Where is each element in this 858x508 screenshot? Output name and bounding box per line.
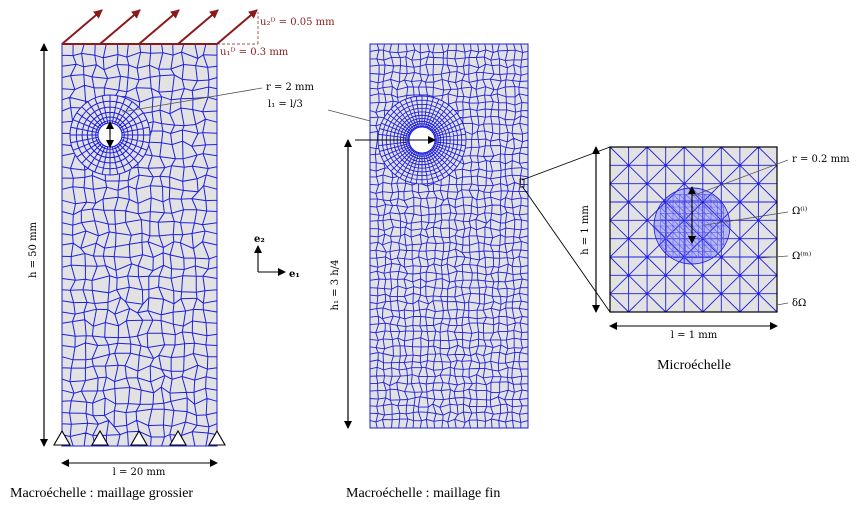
- e2-label: e₂: [254, 234, 265, 245]
- load-arrow-icon: [177, 9, 219, 45]
- h1-dimension-label: h₁ = 3 h/4: [330, 260, 341, 311]
- zoom-line-top: [521, 146, 611, 181]
- micro-cell-border: [609, 146, 778, 313]
- load-arrows: [61, 9, 258, 45]
- micro-l-label: l = 1 mm: [671, 330, 718, 341]
- axes-triad: e₂ e₁: [254, 234, 300, 280]
- load-arrow-icon: [138, 9, 180, 45]
- micro-h-label: h = 1 mm: [580, 205, 591, 255]
- coarse-mesh-panel: [61, 43, 218, 447]
- u1-label: u₁ᴰ = 0.3 mm: [220, 47, 289, 58]
- support-triangle-icon: [208, 429, 226, 446]
- caption-micro: Microéchelle: [657, 358, 731, 373]
- fine-mesh-panel: [355, 43, 529, 429]
- r-macro-label: r = 2 mm: [266, 82, 315, 93]
- caption-coarse: Macroéchelle : maillage grossier: [10, 486, 193, 501]
- support-triangle-icon: [169, 429, 187, 446]
- r-macro-leader: [121, 87, 263, 113]
- delta-omega-label: δΩ: [792, 298, 806, 309]
- support-triangle-icon: [91, 429, 109, 446]
- zoom-line-bottom: [521, 185, 611, 313]
- r-micro-leader: [691, 159, 789, 197]
- omega-m-leader: [759, 255, 789, 259]
- zoom-source-box: [519, 178, 525, 188]
- support-triangle-icon: [53, 429, 71, 446]
- delta-omega-leader: [776, 302, 789, 306]
- e1-label: e₁: [289, 269, 300, 280]
- omega-m-label: Ω⁽ᵐ⁾: [792, 251, 811, 262]
- load-arrow-icon: [216, 9, 258, 45]
- load-arrow-icon: [99, 9, 141, 45]
- omega-i-leader: [704, 211, 789, 226]
- load-arrow-icon: [61, 9, 103, 45]
- omega-i-label: Ω⁽ⁱ⁾: [792, 206, 807, 217]
- l1-label: l₁ = l/3: [268, 99, 303, 110]
- support-triangle-icon: [130, 429, 148, 446]
- supports: [53, 429, 226, 446]
- l-dimension-label: l = 20 mm: [113, 467, 166, 478]
- caption-fine: Macroéchelle : maillage fin: [346, 486, 500, 501]
- h-dimension-label: h = 50 mm: [28, 221, 39, 278]
- u2-label: u₂ᴰ = 0.05 mm: [260, 17, 335, 28]
- r-micro-label: r = 0.2 mm: [792, 154, 850, 165]
- micro-panel: [609, 146, 778, 313]
